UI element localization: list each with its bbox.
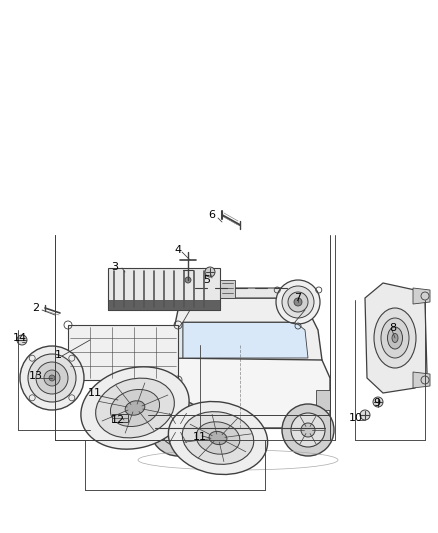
Text: 9: 9	[374, 398, 381, 408]
Circle shape	[205, 267, 215, 277]
Text: 11: 11	[88, 388, 102, 398]
Ellipse shape	[182, 411, 254, 464]
Text: 2: 2	[32, 303, 39, 313]
Polygon shape	[220, 280, 235, 298]
Text: 4: 4	[174, 245, 182, 255]
Circle shape	[160, 410, 196, 446]
Text: 12: 12	[111, 415, 125, 425]
Circle shape	[150, 400, 206, 456]
Polygon shape	[365, 283, 427, 393]
Circle shape	[28, 354, 76, 402]
Circle shape	[170, 420, 186, 436]
Polygon shape	[168, 298, 322, 360]
Ellipse shape	[392, 334, 398, 343]
Circle shape	[301, 423, 315, 437]
Polygon shape	[183, 322, 308, 358]
Text: 1: 1	[54, 350, 61, 360]
Ellipse shape	[196, 422, 240, 454]
Text: 13: 13	[29, 371, 43, 381]
Circle shape	[20, 346, 84, 410]
Ellipse shape	[168, 401, 268, 474]
Ellipse shape	[95, 378, 174, 438]
Text: 10: 10	[349, 413, 363, 423]
Circle shape	[36, 362, 68, 394]
Polygon shape	[185, 288, 300, 298]
Polygon shape	[413, 372, 430, 388]
Circle shape	[291, 413, 325, 447]
Circle shape	[44, 370, 60, 386]
Ellipse shape	[110, 390, 159, 426]
Text: 7: 7	[294, 293, 301, 303]
Polygon shape	[108, 268, 220, 310]
Text: 3: 3	[112, 262, 119, 272]
Circle shape	[360, 410, 370, 420]
Ellipse shape	[381, 318, 409, 358]
Ellipse shape	[125, 401, 145, 415]
Text: 14: 14	[13, 333, 27, 343]
Ellipse shape	[374, 308, 416, 368]
Polygon shape	[168, 322, 183, 358]
Polygon shape	[112, 414, 128, 422]
Polygon shape	[316, 390, 330, 410]
Circle shape	[49, 375, 55, 381]
Text: 6: 6	[208, 210, 215, 220]
Circle shape	[294, 298, 302, 306]
Circle shape	[17, 335, 27, 345]
Circle shape	[282, 404, 334, 456]
Circle shape	[288, 292, 308, 312]
Polygon shape	[108, 300, 220, 310]
Circle shape	[185, 277, 191, 283]
Circle shape	[276, 280, 320, 324]
Text: 8: 8	[389, 323, 396, 333]
Text: 11: 11	[193, 432, 207, 442]
Circle shape	[373, 397, 383, 407]
Circle shape	[282, 286, 314, 318]
Text: 5: 5	[204, 275, 211, 285]
Polygon shape	[148, 345, 330, 428]
Ellipse shape	[209, 431, 227, 445]
Ellipse shape	[388, 327, 403, 349]
Polygon shape	[413, 288, 430, 304]
Polygon shape	[148, 390, 162, 410]
Polygon shape	[68, 325, 178, 380]
Ellipse shape	[81, 367, 189, 449]
